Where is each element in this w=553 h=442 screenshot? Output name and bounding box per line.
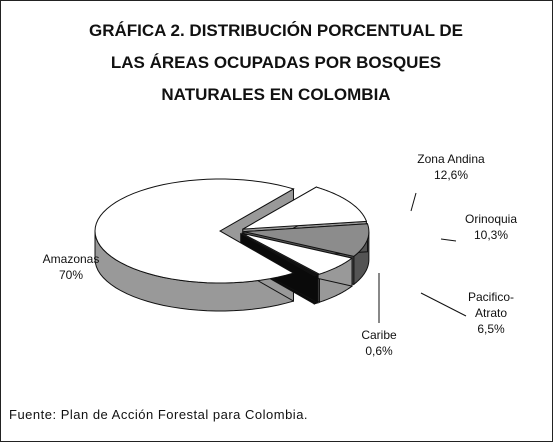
slice-label: Amazonas xyxy=(43,252,100,266)
pie-slice xyxy=(243,223,370,257)
slice-label: Zona Andina xyxy=(417,152,485,166)
value-label: 6,5% xyxy=(477,322,505,336)
slice-label: Orinoquia xyxy=(465,212,517,226)
value-label: 12,6% xyxy=(434,168,468,182)
label-line: Caribe xyxy=(361,328,397,342)
chart-title: GRÁFICA 2. DISTRIBUCIÓN PORCENTUAL DE LA… xyxy=(88,21,464,104)
value-label: 0,6% xyxy=(365,344,393,358)
pie-slice xyxy=(242,186,368,230)
label-line: Atrato xyxy=(475,306,507,320)
slice-label: Pacifico- Atrato xyxy=(468,290,514,320)
leader-line xyxy=(410,192,417,212)
leader-line xyxy=(420,292,467,317)
chart: Amazonas 70% Zona Andina 12,6% Orinoquia 10,3… xyxy=(43,152,518,358)
pie-slice xyxy=(94,178,295,284)
value-label: 10,3% xyxy=(474,228,508,242)
label-line: Pacifico- xyxy=(468,290,514,304)
leader-line xyxy=(440,238,457,242)
value-label: 70% xyxy=(59,268,83,282)
label-line: Orinoquia xyxy=(465,212,517,226)
slice-label: Caribe xyxy=(361,328,397,342)
label-line: Amazonas xyxy=(43,252,100,266)
pie-slice xyxy=(240,233,320,277)
label-line: Zona Andina xyxy=(417,152,485,166)
source-note: Fuente: Plan de Acción Forestal para Col… xyxy=(9,407,309,422)
pie-slice xyxy=(241,232,354,275)
